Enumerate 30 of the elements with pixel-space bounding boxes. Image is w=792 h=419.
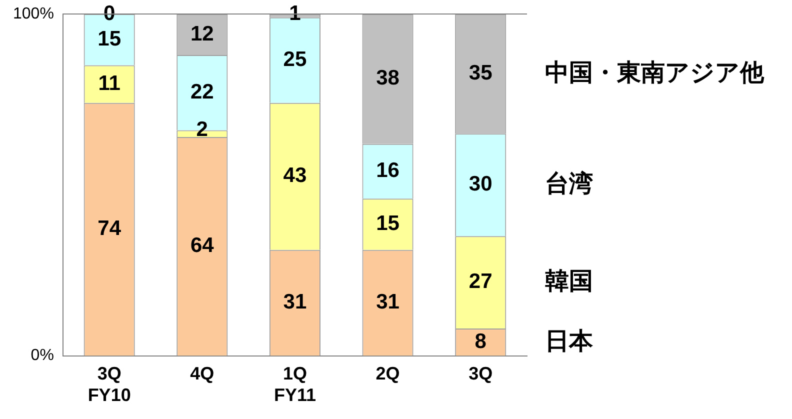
data-label: 43 <box>283 164 307 188</box>
data-label: 38 <box>376 66 400 90</box>
series-label: 韓国 <box>545 268 593 295</box>
series-label: 台湾 <box>545 170 593 198</box>
data-label: 31 <box>283 290 307 314</box>
data-label: 15 <box>98 27 122 50</box>
x-tick-label: 2Q <box>376 364 400 384</box>
data-label: 25 <box>283 48 307 71</box>
data-label: 12 <box>190 22 214 46</box>
x-tick-label: 3Q <box>468 364 493 384</box>
x-tick-label: 4Q <box>190 364 214 384</box>
series-label: 中国・東南アジア他 <box>545 59 765 86</box>
data-label: 30 <box>468 172 492 196</box>
data-label: 31 <box>376 290 400 314</box>
y-tick-label: 0% <box>30 347 54 364</box>
data-label: 1 <box>289 2 302 25</box>
y-tick-label: 100% <box>13 5 54 22</box>
data-label: 74 <box>98 217 122 240</box>
data-label: 15 <box>376 212 400 236</box>
data-label: 64 <box>190 234 214 258</box>
data-label: 27 <box>468 270 492 294</box>
data-label: 16 <box>376 159 400 182</box>
data-label: 11 <box>98 72 121 95</box>
data-label: 22 <box>190 80 214 104</box>
series-label: 日本 <box>545 328 594 355</box>
data-label: 2 <box>196 118 208 142</box>
x-tick-label: 3Q FY10 <box>88 364 131 406</box>
data-label: 8 <box>474 330 487 353</box>
x-tick-label: 1Q FY11 <box>274 364 316 406</box>
data-label: 35 <box>468 62 493 85</box>
